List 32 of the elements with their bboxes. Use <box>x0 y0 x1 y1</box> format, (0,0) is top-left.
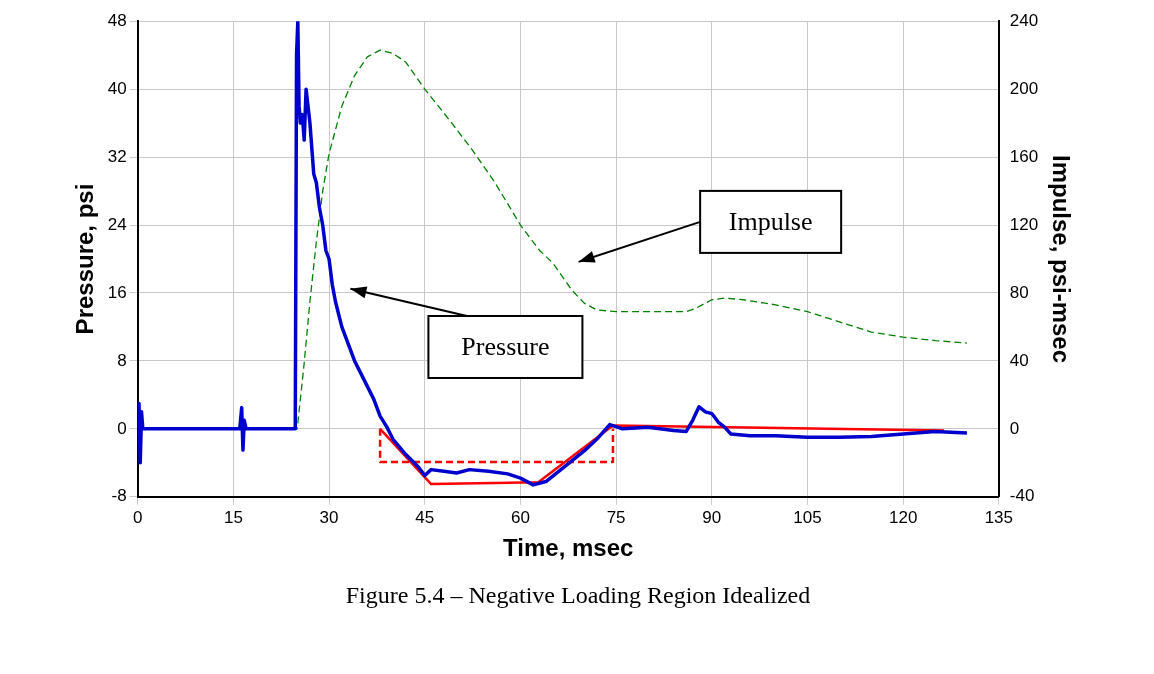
y-tick-label: 24 <box>107 214 127 234</box>
y2-tick-label: 80 <box>1009 282 1029 302</box>
y2-tick-label: -40 <box>1009 486 1035 506</box>
y-tick-label: -8 <box>111 486 127 506</box>
y2-tick-label: 160 <box>1009 146 1039 166</box>
y-tick-label: 32 <box>107 146 127 166</box>
x-tick-label: 60 <box>510 507 530 527</box>
caption: Figure 5.4 – Negative Loading Region Idealized <box>344 582 812 609</box>
x-tick-label: 120 <box>888 507 918 527</box>
x-tick-label: 0 <box>132 507 143 527</box>
x-tick-label: 30 <box>319 507 339 527</box>
x-tick-label: 90 <box>702 507 722 527</box>
x-tick-label: 105 <box>793 507 822 527</box>
y2-axis-title: Impulse, psi-msec <box>1047 154 1075 364</box>
x-tick-label: 15 <box>223 507 243 527</box>
y2-tick-label: 40 <box>1009 350 1029 370</box>
y-tick-label: 16 <box>107 282 127 302</box>
y2-tick-label: 120 <box>1009 214 1039 234</box>
x-axis-title: Time, msec <box>503 534 634 562</box>
y-tick-label: 0 <box>117 418 127 438</box>
y2-tick-label: 240 <box>1009 10 1039 30</box>
x-tick-label: 45 <box>415 507 435 527</box>
x-tick-label: 135 <box>984 507 1014 527</box>
y2-tick-label: 200 <box>1009 78 1039 98</box>
annotation: Pressure <box>461 332 550 362</box>
y2-tick-label: 0 <box>1009 418 1020 438</box>
y-tick-label: 40 <box>107 78 127 98</box>
x-tick-label: 75 <box>606 507 626 527</box>
annotation: Impulse <box>728 207 813 237</box>
y-axis-title: Pressure, psi <box>71 183 99 335</box>
y-tick-label: 48 <box>107 10 127 30</box>
y-tick-label: 8 <box>117 350 127 370</box>
